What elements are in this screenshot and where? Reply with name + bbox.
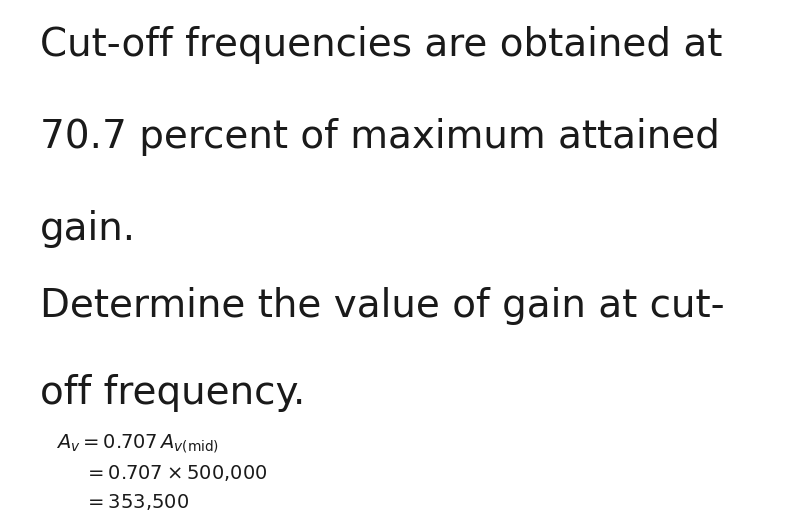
Text: 70.7 percent of maximum attained: 70.7 percent of maximum attained (40, 118, 720, 156)
Text: $= 0.707 \times 500{,}000$: $= 0.707 \times 500{,}000$ (84, 463, 267, 483)
Text: Cut-off frequencies are obtained at: Cut-off frequencies are obtained at (40, 26, 722, 63)
Text: $= 353{,}500$: $= 353{,}500$ (84, 492, 189, 511)
Text: off frequency.: off frequency. (40, 374, 306, 412)
Text: $A_v = 0.707\,A_{v(\mathrm{mid})}$: $A_v = 0.707\,A_{v(\mathrm{mid})}$ (56, 433, 219, 455)
Text: Determine the value of gain at cut-: Determine the value of gain at cut- (40, 287, 725, 325)
Text: gain.: gain. (40, 210, 136, 248)
